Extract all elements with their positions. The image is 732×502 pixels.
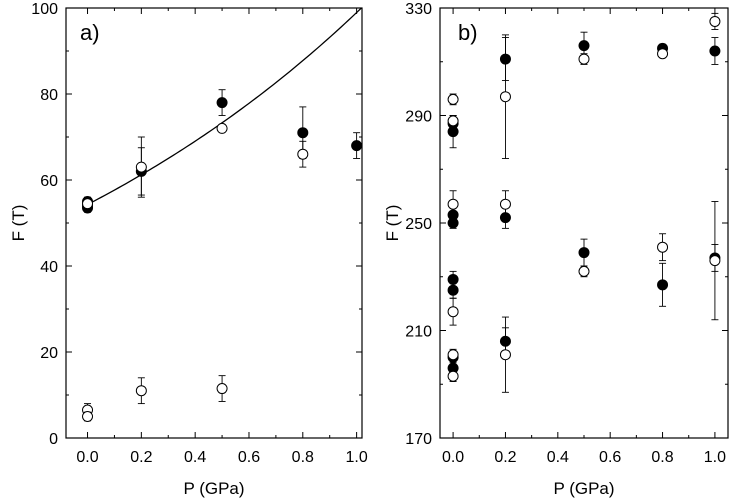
data-point-open [447,115,459,127]
y-tick-label: 80 [40,87,58,104]
y-axis-label: F (T) [9,205,28,242]
data-point-open [82,411,94,422]
panel-b: 0.0 0.2 0.4 0.6 0.8 1.0 170 210 250 290 330 P (GPa)… [383,1,729,498]
data-point-filled [216,97,228,109]
panel-label: b) [458,20,478,45]
data-point-open [82,198,94,210]
data-point-open [447,306,459,318]
data-point-open [216,122,228,134]
x-axis-label: P (GPa) [183,479,244,498]
y-tick-label: 210 [405,324,432,341]
data-point-filled [447,217,459,229]
data-point-filled [578,247,590,259]
x-tick-label: 0.2 [130,449,152,466]
data-point-filled [578,40,590,52]
data-point-open [499,198,511,210]
data-point-filled [297,127,309,139]
data-point-open [657,241,669,253]
data-point-open [447,370,459,382]
data-point-open [135,385,147,397]
data-point-filled [709,45,721,57]
y-tick-label: 290 [405,109,432,126]
data-point-open [447,198,459,210]
data-point-open [499,349,511,361]
x-tick-label: 0.8 [292,449,314,466]
data-point-filled [447,126,459,138]
data-point-open [447,349,459,361]
x-tick-label: 0.4 [547,449,569,466]
data-point-filled [447,284,459,296]
data-point-open [499,91,511,103]
data-point-open [578,53,590,65]
x-tick-label: 0.4 [184,449,206,466]
x-tick-label: 0.6 [599,449,621,466]
data-point-open [709,255,721,267]
x-tick-label: 0.6 [238,449,260,466]
y-tick-label: 40 [40,259,58,276]
x-tick-label: 0.2 [494,449,516,466]
data-point-filled [657,279,669,291]
y-tick-label: 100 [31,1,58,18]
plot-frame [65,7,363,439]
data-point-open [216,383,228,395]
x-tick-label: 0.0 [442,449,464,466]
x-tick-label: 1.0 [704,449,726,466]
data-point-open [297,148,309,160]
panel-label: a) [80,20,100,45]
plot-frame [439,7,729,439]
data-point-filled [351,140,363,152]
y-axis-label: F (T) [383,205,402,242]
y-tick-label: 170 [405,431,432,448]
x-tick-label: 0.0 [76,449,98,466]
y-tick-label: 60 [40,173,58,190]
x-tick-label: 0.8 [651,449,673,466]
panel-a: 0.0 0.2 0.4 0.6 0.8 1.0 0 20 40 60 80 100 P (GPa) F (… [9,1,368,498]
x-tick-label: 1.0 [345,449,367,466]
x-axis-label: P (GPa) [553,479,614,498]
data-point-open [709,15,721,27]
data-point-open [578,265,590,277]
y-tick-label: 0 [49,431,58,448]
fit-curve [87,8,362,206]
y-tick-label: 20 [40,345,58,362]
y-tick-label: 330 [405,1,432,18]
data-point-open [135,161,147,173]
data-point-open [447,93,459,105]
data-point-open [657,48,669,60]
y-tick-label: 250 [405,216,432,233]
